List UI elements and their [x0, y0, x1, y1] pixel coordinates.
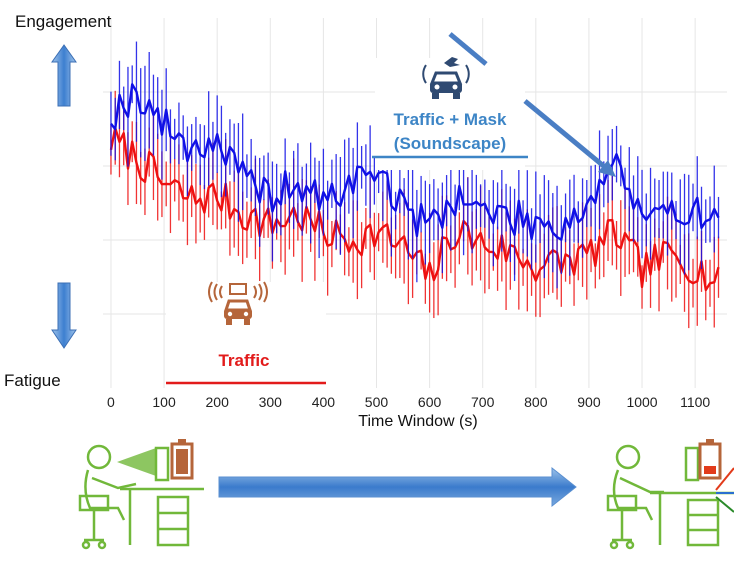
x-tick-label: 300: [258, 394, 282, 410]
soundscape-annotation-line2: (Soundscape): [393, 134, 507, 153]
x-tick-label: 600: [417, 394, 442, 410]
soundscape-annotation-line1: Traffic + Mask: [393, 110, 507, 129]
diagonal-pointer-arrow: [448, 32, 616, 177]
worker-at-desk-icon: [78, 444, 204, 550]
fatigue-down-arrow: [51, 282, 77, 349]
time-progress-arrow: [218, 466, 577, 508]
x-axis-label: Time Window (s): [358, 413, 478, 430]
x-tick-label: 700: [471, 394, 495, 410]
soundscape-label-panel: [375, 58, 525, 170]
x-tick-label: 800: [524, 394, 548, 410]
x-tick-label: 400: [311, 394, 336, 410]
x-tick-label: 1000: [626, 394, 658, 410]
x-tick-label: 900: [577, 394, 601, 410]
tired-worker-at-desk-icon: [606, 444, 734, 550]
x-tick-label: 500: [364, 394, 389, 410]
car-antenna-icon: [422, 57, 470, 99]
traffic-label-panel: [166, 282, 326, 390]
soundscape-series-line: [110, 83, 720, 241]
low-battery-icon: [698, 439, 722, 480]
engagement-label: Engagement: [15, 12, 112, 31]
rays-icon: [715, 467, 734, 513]
x-tick-label: 200: [205, 394, 229, 410]
full-battery-icon: [170, 439, 194, 480]
car-sound-icon: [208, 281, 268, 325]
engagement-up-arrow: [51, 44, 77, 107]
x-tick-label: 0: [107, 394, 115, 410]
traffic-series-line: [109, 126, 720, 292]
x-tick-label: 1100: [680, 394, 711, 410]
x-tick-label: 100: [152, 394, 176, 410]
fatigue-label: Fatigue: [4, 371, 61, 390]
traffic-annotation: Traffic: [218, 351, 270, 370]
